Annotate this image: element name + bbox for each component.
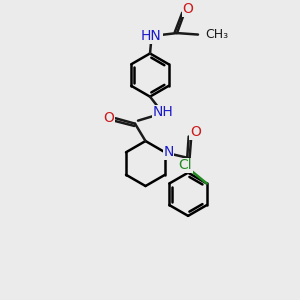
Text: NH: NH [153, 105, 174, 119]
Text: O: O [183, 2, 194, 16]
Text: Cl: Cl [178, 158, 192, 172]
Text: O: O [190, 125, 201, 139]
Text: CH₃: CH₃ [206, 28, 229, 41]
Text: O: O [103, 111, 114, 125]
Text: N: N [164, 145, 174, 159]
Text: HN: HN [141, 29, 162, 43]
